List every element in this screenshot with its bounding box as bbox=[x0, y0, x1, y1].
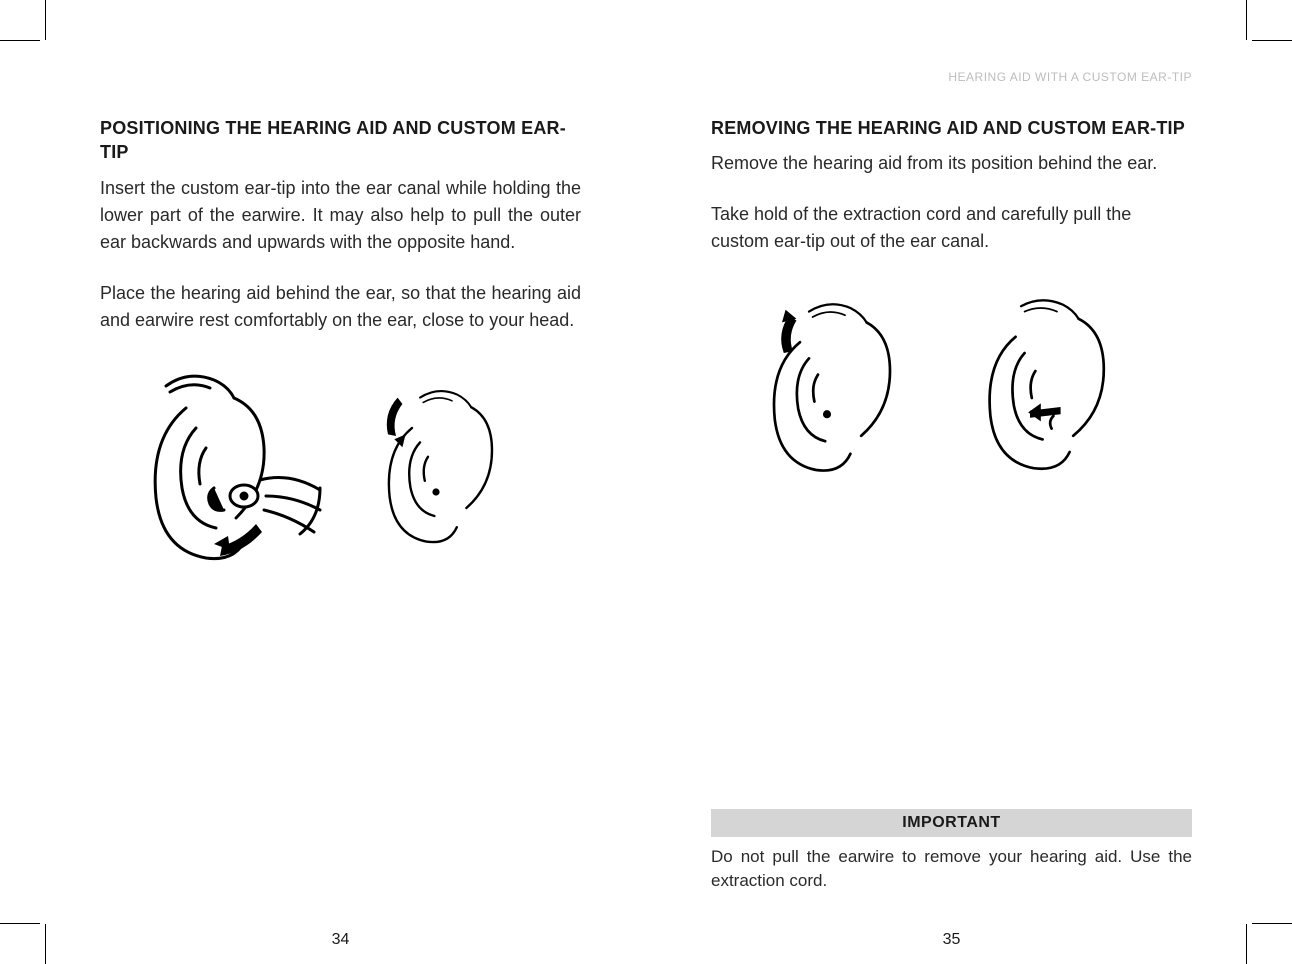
running-head-right: HEARING AID WITH A CUSTOM EAR-TIP bbox=[711, 70, 1192, 88]
crop-mark bbox=[1246, 0, 1247, 40]
left-para-2: Place the hearing aid behind the ear, so… bbox=[100, 280, 581, 334]
crop-mark bbox=[1246, 924, 1247, 964]
crop-mark bbox=[45, 0, 46, 40]
crop-mark bbox=[0, 40, 40, 41]
left-para-1: Insert the custom ear-tip into the ear c… bbox=[100, 175, 581, 256]
important-label-box: IMPORTANT bbox=[711, 809, 1192, 837]
crop-mark bbox=[1252, 40, 1292, 41]
illustration-remove-behind-ear bbox=[737, 289, 937, 489]
right-para-2: Take hold of the extraction cord and car… bbox=[711, 201, 1192, 255]
right-para-1: Remove the hearing aid from its position… bbox=[711, 150, 1192, 177]
important-text: Do not pull the earwire to remove your h… bbox=[711, 845, 1192, 894]
illustration-insert-eartip bbox=[126, 368, 326, 568]
right-illustrations bbox=[711, 289, 1192, 489]
crop-mark bbox=[1252, 923, 1292, 924]
illustration-place-behind-ear bbox=[356, 368, 556, 568]
illustration-pull-extraction-cord bbox=[967, 289, 1167, 489]
crop-mark bbox=[0, 923, 40, 924]
document-spread: POSITIONING THE HEARING AID AND CUSTOM E… bbox=[0, 0, 1292, 964]
crop-mark bbox=[45, 924, 46, 964]
left-page-number: 34 bbox=[332, 931, 350, 949]
right-section-title: REMOVING THE HEARING AID AND CUSTOM EAR-… bbox=[711, 116, 1192, 140]
left-page: POSITIONING THE HEARING AID AND CUSTOM E… bbox=[100, 70, 581, 894]
left-section-title: POSITIONING THE HEARING AID AND CUSTOM E… bbox=[100, 116, 581, 165]
running-head-left bbox=[100, 70, 581, 88]
right-page-number: 35 bbox=[943, 931, 961, 949]
left-illustrations bbox=[100, 368, 581, 568]
right-page: HEARING AID WITH A CUSTOM EAR-TIP REMOVI… bbox=[711, 70, 1192, 894]
